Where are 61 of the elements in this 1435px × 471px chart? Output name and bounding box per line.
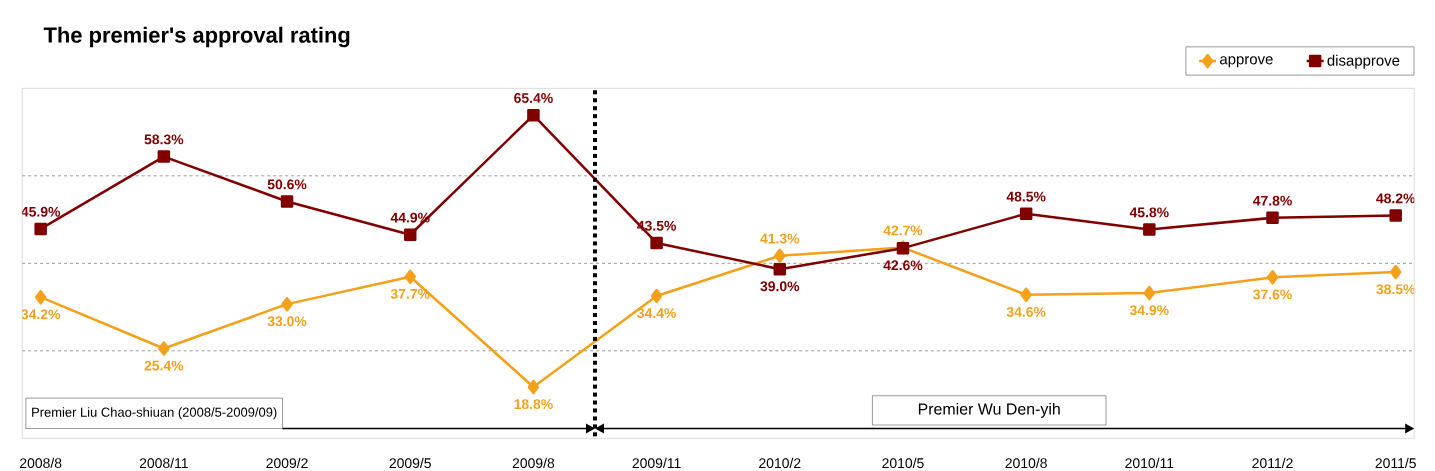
x-tick-label: 2011/5 bbox=[1375, 457, 1416, 469]
point bbox=[527, 108, 540, 122]
data-label: 34.6% bbox=[1006, 307, 1046, 317]
data-label: 34.9% bbox=[1129, 305, 1169, 316]
x-tick-label: 2008/8 bbox=[20, 457, 62, 469]
point bbox=[527, 379, 540, 395]
point bbox=[1266, 211, 1279, 225]
data-label: 58.3% bbox=[144, 134, 184, 145]
annotation: Premier Liu Chao-shiuan (2008/5-2009/09) bbox=[32, 407, 277, 420]
point bbox=[403, 228, 417, 241]
x-tick-label: 2009/8 bbox=[512, 457, 555, 469]
point bbox=[158, 341, 170, 356]
data-label: 34.4% bbox=[637, 308, 676, 319]
data-label: 33.0% bbox=[267, 316, 307, 327]
data-label: 25.4% bbox=[144, 360, 184, 371]
data-label: 42.7% bbox=[883, 225, 923, 236]
data-label: 39.0% bbox=[760, 281, 800, 292]
data-label: 50.6% bbox=[267, 179, 307, 190]
data-label: 38.5% bbox=[1376, 284, 1416, 295]
point bbox=[281, 296, 293, 312]
data-label: 41.3% bbox=[760, 233, 800, 244]
point bbox=[650, 236, 663, 250]
legend-label: disapprove bbox=[1327, 54, 1400, 69]
point bbox=[1020, 287, 1032, 303]
data-label: 18.8% bbox=[514, 399, 553, 410]
data-label: 37.7% bbox=[390, 288, 430, 299]
data-label: 42.6% bbox=[883, 260, 923, 271]
x-tick-label: 2010/8 bbox=[1005, 457, 1047, 469]
x-tick-label: 2008/11 bbox=[139, 457, 188, 469]
data-label: 37.6% bbox=[1253, 289, 1292, 300]
point bbox=[1143, 223, 1156, 236]
x-tick-label: 2010/2 bbox=[759, 457, 801, 469]
point bbox=[773, 262, 787, 276]
point bbox=[1143, 285, 1156, 301]
point bbox=[34, 289, 47, 305]
x-tick-label: 2010/11 bbox=[1125, 457, 1174, 469]
x-tick-label: 2010/5 bbox=[882, 457, 924, 469]
point bbox=[650, 288, 663, 304]
data-label: 65.4% bbox=[514, 93, 553, 103]
data-label: 47.8% bbox=[1252, 195, 1292, 206]
point bbox=[1266, 270, 1279, 285]
data-label: 48.5% bbox=[1006, 191, 1046, 202]
point bbox=[157, 150, 171, 163]
point bbox=[1019, 207, 1033, 220]
data-label: 45.8% bbox=[1129, 207, 1169, 218]
point bbox=[1389, 209, 1402, 222]
data-label: 48.2% bbox=[1376, 193, 1416, 204]
point bbox=[1389, 264, 1402, 280]
point bbox=[34, 222, 47, 236]
point bbox=[280, 195, 294, 208]
x-tick-label: 2009/2 bbox=[266, 457, 308, 469]
point bbox=[774, 248, 786, 263]
annotation: Premier Wu Den-yih bbox=[918, 402, 1060, 418]
legend-label: approve bbox=[1220, 56, 1273, 68]
data-label: 45.9% bbox=[21, 206, 61, 217]
x-tick-label: 2009/11 bbox=[632, 457, 681, 469]
chart-title: The premier's approval rating bbox=[43, 26, 350, 48]
point bbox=[404, 269, 416, 284]
data-label: 34.2% bbox=[21, 309, 61, 320]
x-tick-label: 2009/5 bbox=[389, 457, 431, 469]
x-tick-label: 2011/2 bbox=[1252, 457, 1293, 469]
